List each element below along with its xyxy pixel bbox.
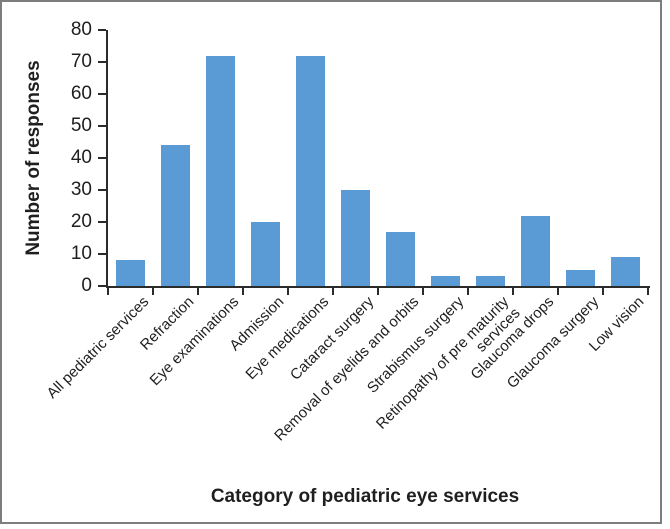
bar bbox=[611, 257, 640, 286]
x-tick-mark bbox=[152, 286, 154, 295]
y-tick-mark bbox=[98, 61, 106, 63]
x-tick-mark bbox=[242, 286, 244, 295]
bar bbox=[521, 215, 550, 286]
bar bbox=[476, 276, 505, 286]
bar bbox=[566, 270, 595, 286]
x-tick-mark bbox=[422, 286, 424, 295]
x-tick-mark bbox=[197, 286, 199, 295]
y-tick-label: 10 bbox=[70, 243, 92, 264]
bar bbox=[116, 260, 145, 286]
bar bbox=[206, 55, 235, 286]
x-axis-title: Category of pediatric eye services bbox=[210, 486, 520, 507]
bar bbox=[431, 276, 460, 286]
y-axis-line bbox=[106, 30, 108, 288]
bar bbox=[251, 222, 280, 286]
y-tick-label: 30 bbox=[70, 179, 92, 200]
y-tick-mark bbox=[98, 93, 106, 95]
y-tick-label: 0 bbox=[81, 275, 92, 296]
bar bbox=[341, 190, 370, 286]
y-tick-label: 80 bbox=[70, 19, 92, 40]
x-tick-mark bbox=[647, 286, 649, 295]
y-tick-mark bbox=[98, 189, 106, 191]
y-tick-mark bbox=[98, 125, 106, 127]
y-tick-mark bbox=[98, 29, 106, 31]
x-tick-mark bbox=[467, 286, 469, 295]
y-tick-label: 50 bbox=[70, 115, 92, 136]
y-tick-label: 20 bbox=[70, 211, 92, 232]
x-tick-mark bbox=[557, 286, 559, 295]
y-tick-mark bbox=[98, 221, 106, 223]
x-tick-mark bbox=[602, 286, 604, 295]
y-tick-label: 60 bbox=[70, 83, 92, 104]
y-tick-label: 70 bbox=[70, 51, 92, 72]
x-tick-mark bbox=[287, 286, 289, 295]
x-tick-mark bbox=[107, 286, 109, 295]
y-tick-mark bbox=[98, 157, 106, 159]
x-tick-mark bbox=[377, 286, 379, 295]
bar bbox=[161, 145, 190, 286]
bar bbox=[296, 55, 325, 286]
x-tick-mark bbox=[512, 286, 514, 295]
x-tick-mark bbox=[332, 286, 334, 295]
y-tick-mark bbox=[98, 285, 106, 287]
y-tick-mark bbox=[98, 253, 106, 255]
bar bbox=[386, 231, 415, 286]
y-tick-label: 40 bbox=[70, 147, 92, 168]
